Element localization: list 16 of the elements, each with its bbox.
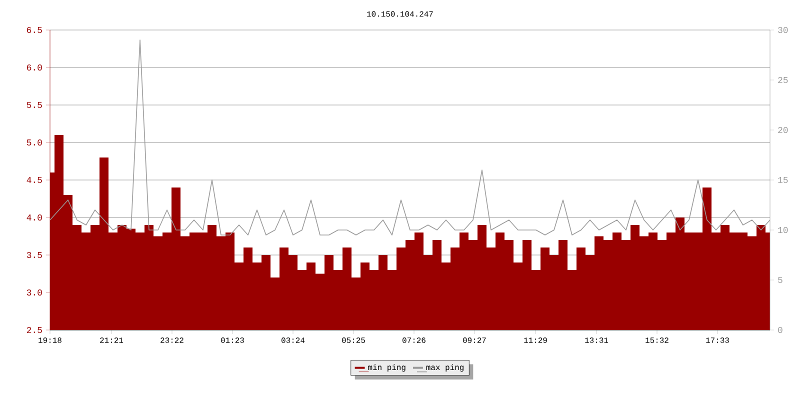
y2-tick-label: 10: [778, 226, 788, 234]
y-tick-label: 2.5: [26, 326, 42, 334]
y2-tick-label: 25: [778, 76, 788, 84]
y2-tick-label: 0: [778, 326, 782, 334]
y-tick-label: 3.0: [26, 289, 42, 296]
y-tick-label: 6.0: [27, 64, 42, 71]
y2-tick-label: 20: [778, 126, 788, 134]
y-tick-label: 5.5: [26, 102, 42, 108]
y2-tick-label: 5: [778, 277, 782, 284]
y-tick-label: 6.5: [27, 26, 42, 34]
y-tick-label: 4.0: [26, 214, 42, 221]
y-tick-label: 3.5: [26, 252, 42, 258]
y2-tick-label: 15: [778, 177, 788, 184]
y-tick-label: 5.0: [26, 139, 42, 146]
y2-tick-label: 30: [778, 26, 788, 34]
y-tick-label: 4.5: [26, 177, 42, 183]
